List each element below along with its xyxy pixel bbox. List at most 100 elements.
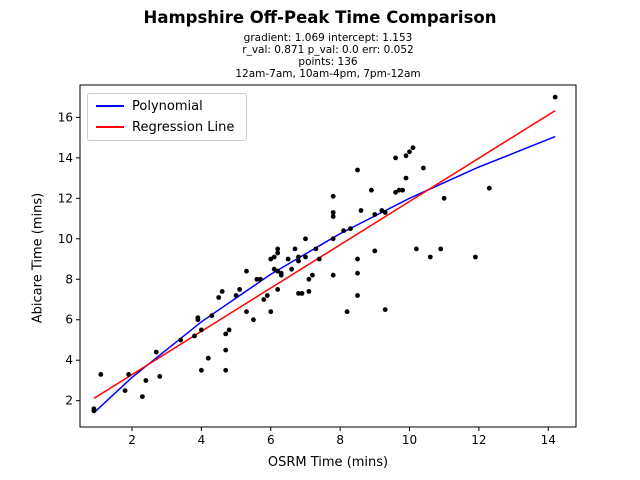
data-point xyxy=(98,372,104,377)
data-point xyxy=(341,228,346,234)
y-tick-label: 2 xyxy=(65,394,73,408)
data-point xyxy=(396,187,402,193)
data-point xyxy=(153,349,159,355)
legend-item-polynomial: Polynomial xyxy=(96,97,203,115)
data-point xyxy=(219,289,225,294)
data-point xyxy=(403,175,409,181)
data-point xyxy=(126,372,131,377)
legend-label-regression: Regression Line xyxy=(132,119,235,135)
data-point xyxy=(355,270,360,276)
data-point xyxy=(237,287,243,292)
legend-swatch-polynomial xyxy=(96,105,124,107)
data-point xyxy=(292,246,298,252)
data-point xyxy=(233,293,239,298)
data-point xyxy=(421,165,426,171)
data-point xyxy=(486,185,492,191)
data-point xyxy=(296,254,301,260)
legend-swatch-regression xyxy=(96,126,124,128)
x-tick-label: 4 xyxy=(198,433,206,447)
data-point xyxy=(178,337,184,343)
data-point xyxy=(261,297,267,302)
data-point xyxy=(382,307,388,312)
legend-label-polynomial: Polynomial xyxy=(132,98,203,114)
x-tick-label: 10 xyxy=(402,433,417,447)
data-point xyxy=(278,272,284,278)
data-point xyxy=(355,293,360,298)
data-point xyxy=(310,272,315,278)
chart-title: Hampshire Off-Peak Time Comparison xyxy=(143,8,497,27)
subtitle-line-2: r_val: 0.871 p_val: 0.0 err: 0.052 xyxy=(242,44,414,56)
data-point xyxy=(306,289,312,294)
data-point xyxy=(251,317,256,323)
data-point xyxy=(216,295,222,300)
data-point xyxy=(358,208,364,213)
data-point xyxy=(372,248,378,254)
subtitle-line-3: points: 136 xyxy=(298,56,358,68)
data-point xyxy=(143,378,149,383)
y-tick-label: 6 xyxy=(65,313,73,327)
data-point xyxy=(192,333,197,339)
data-point xyxy=(330,272,336,278)
data-point xyxy=(244,309,249,315)
x-tick-label: 6 xyxy=(267,433,275,447)
legend-item-regression: Regression Line xyxy=(96,118,234,136)
data-point xyxy=(552,94,558,100)
data-point xyxy=(264,293,270,298)
subtitle-line-1: gradient: 1.069 intercept: 1.153 xyxy=(243,32,413,44)
data-point xyxy=(316,256,322,262)
data-point xyxy=(157,374,163,379)
data-point xyxy=(275,246,281,252)
y-axis-label: Abicare Time (mins) xyxy=(30,192,46,324)
data-point xyxy=(91,406,97,412)
y-tick-label: 4 xyxy=(65,353,73,367)
data-point xyxy=(303,254,308,260)
data-point xyxy=(296,258,301,264)
data-point xyxy=(313,246,319,252)
data-point xyxy=(344,309,350,315)
data-point xyxy=(275,268,281,274)
data-point xyxy=(205,355,211,361)
data-point xyxy=(209,313,215,319)
data-point xyxy=(393,155,398,161)
data-point xyxy=(296,291,301,296)
data-point xyxy=(195,317,201,323)
axes-frame xyxy=(79,84,577,428)
data-point xyxy=(275,287,281,292)
x-tick-label: 8 xyxy=(336,433,344,447)
data-point xyxy=(268,309,274,315)
data-point xyxy=(140,394,145,399)
y-tick-label: 8 xyxy=(65,272,73,286)
data-point xyxy=(199,367,204,373)
data-point xyxy=(271,254,277,260)
y-tick-label: 10 xyxy=(58,232,73,246)
data-point xyxy=(330,214,336,219)
subtitle-line-4: 12am-7am, 10am-4pm, 7pm-12am xyxy=(235,68,421,80)
data-point xyxy=(244,268,249,274)
data-point xyxy=(372,212,378,217)
data-point xyxy=(330,236,336,242)
data-point xyxy=(254,276,260,282)
x-tick-label: 2 xyxy=(128,433,136,447)
x-axis-ticks: 2 4 6 8 10 12 14 xyxy=(128,427,556,447)
y-tick-label: 14 xyxy=(58,151,73,165)
data-point xyxy=(330,193,336,199)
data-point xyxy=(306,276,312,282)
data-point xyxy=(393,189,398,195)
y-tick-label: 16 xyxy=(58,110,73,124)
data-point xyxy=(407,149,412,155)
regression-line xyxy=(93,109,556,400)
data-point xyxy=(223,347,229,353)
plot-area xyxy=(80,85,576,427)
data-point xyxy=(303,236,308,242)
data-point xyxy=(348,226,353,232)
x-tick-label: 14 xyxy=(541,433,556,447)
data-point xyxy=(289,266,294,272)
data-point xyxy=(410,145,416,151)
data-point xyxy=(223,331,229,337)
data-point xyxy=(382,210,388,215)
scatter-points xyxy=(91,94,558,414)
data-point xyxy=(299,291,305,296)
data-point xyxy=(369,187,374,193)
y-tick-label: 12 xyxy=(58,191,73,205)
